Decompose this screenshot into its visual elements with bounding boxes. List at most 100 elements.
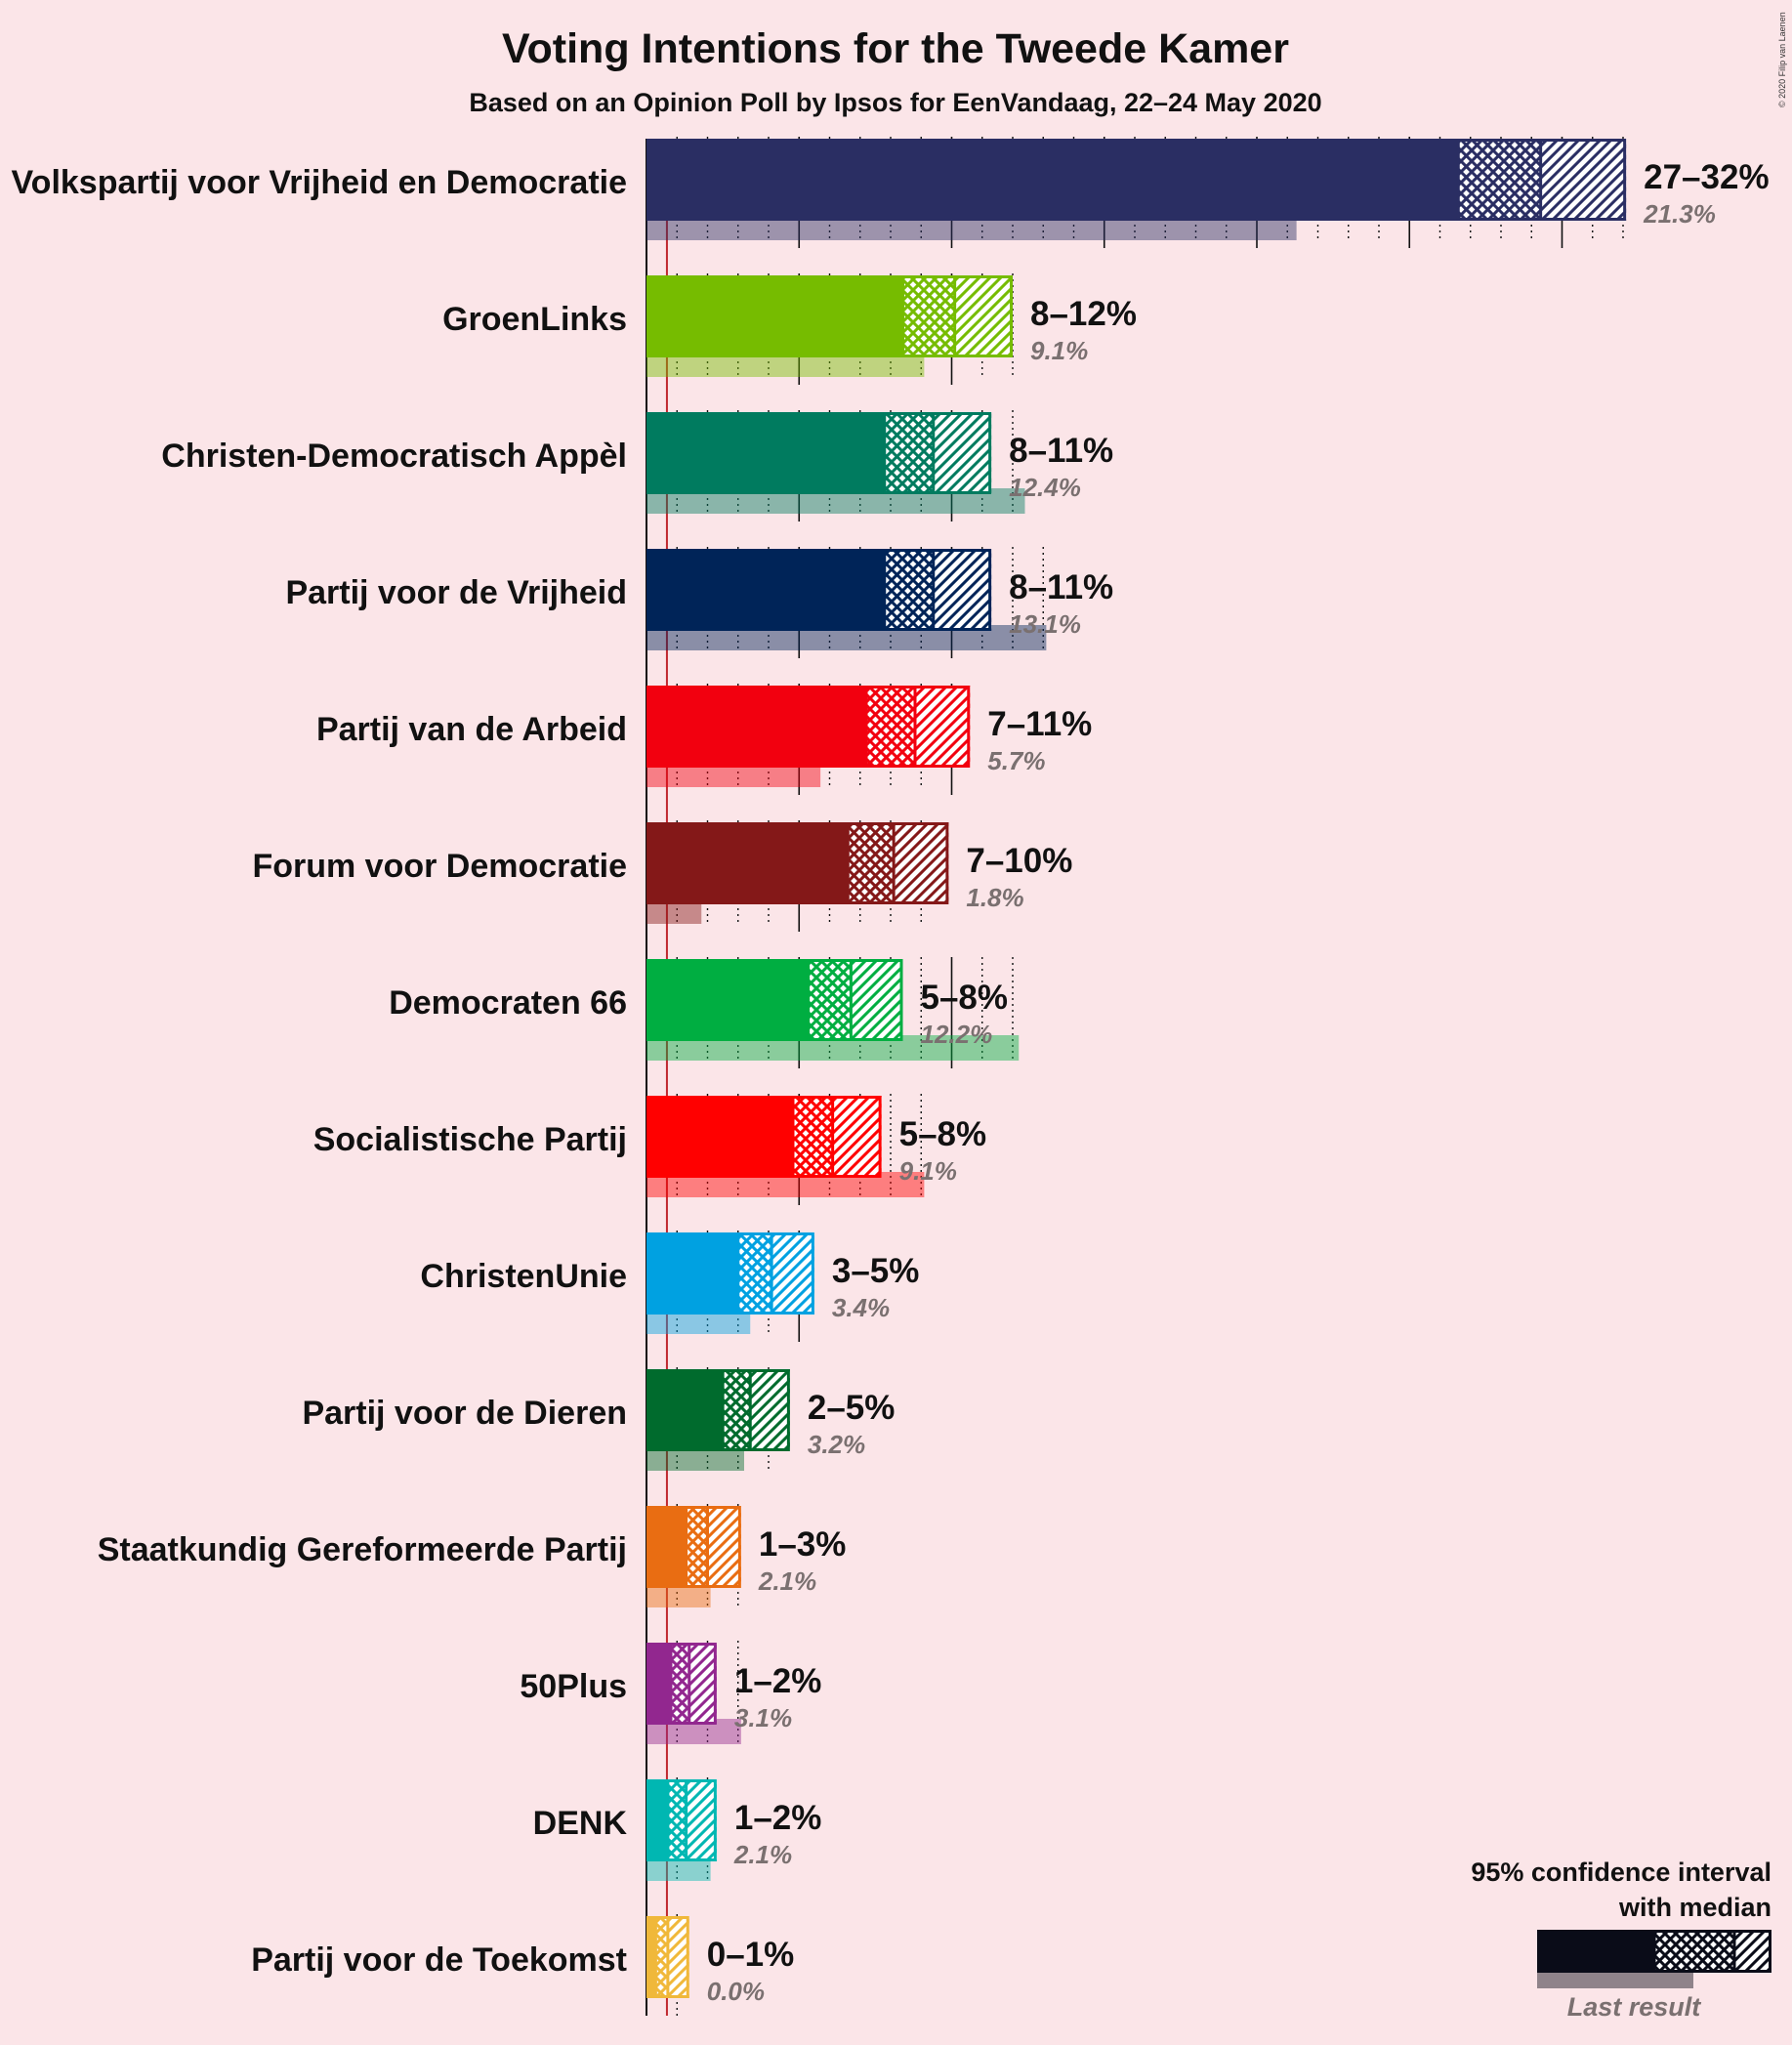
ci-range-label: 27–32%: [1644, 158, 1769, 196]
party-name: Partij voor de Toekomst: [251, 1941, 627, 1979]
last-result-label: 2.1%: [758, 1566, 816, 1596]
party-row: Partij van de Arbeid 7–11% 5.7%: [316, 686, 1092, 787]
party-name: DENK: [533, 1805, 628, 1842]
party-row: Socialistische Partij 5–8%9.1%: [313, 1096, 986, 1197]
party-name: Partij voor de Vrijheid: [285, 574, 627, 611]
ci-solid-bar: [646, 959, 809, 1041]
ci-range-label: 1–2%: [734, 1799, 822, 1837]
ci-outline: [846, 822, 949, 904]
ci-upper-hatch: [954, 275, 1013, 357]
party-name: 50Plus: [520, 1668, 627, 1705]
legend-median-label: with median: [1618, 1893, 1771, 1922]
ci-range-label: 8–11%: [1009, 432, 1113, 470]
ci-lower-hatch: [667, 1779, 687, 1861]
ci-solid-bar: [646, 139, 1459, 221]
last-result-label: 12.4%: [1009, 473, 1081, 502]
party-name: Democraten 66: [389, 984, 627, 1022]
party-row: 50Plus 1–2% 3.1%: [520, 1643, 821, 1744]
last-result-label: 3.4%: [832, 1293, 890, 1322]
chart-subtitle: Based on an Opinion Poll by Ipsos for Ee…: [469, 88, 1321, 117]
ci-range-label: 5–8%: [921, 979, 1009, 1017]
ci-outline: [653, 1916, 689, 1998]
ci-range-label: 1–3%: [759, 1525, 847, 1564]
last-result-label: 0.0%: [707, 1977, 765, 2006]
legend-last-result-label: Last result: [1567, 1992, 1702, 2022]
ci-upper-hatch: [933, 412, 992, 494]
ci-solid-bar: [646, 822, 849, 904]
party-row: Staatkundig Gereformeerde Partij 1–3%2.1%: [98, 1506, 847, 1607]
ci-range-label: 8–11%: [1009, 568, 1113, 606]
legend-upper-hatch: [1734, 1930, 1771, 1973]
party-name: Christen-Democratisch Appèl: [161, 438, 627, 475]
last-result-label: 5.7%: [987, 746, 1045, 775]
ci-solid-bar: [646, 412, 885, 494]
ci-lower-hatch: [884, 412, 934, 494]
ci-lower-hatch: [723, 1369, 751, 1451]
ci-outline: [901, 275, 1013, 357]
party-row: GroenLinks 8–12% 9.1%: [442, 275, 1137, 377]
ci-solid-bar: [646, 1779, 668, 1861]
ci-upper-hatch: [832, 1096, 882, 1178]
party-rows: Volkspartij voor Vrijheid en Democratie 2…: [12, 139, 1770, 2006]
ci-solid-bar: [646, 549, 885, 631]
ci-solid-bar: [646, 686, 866, 768]
party-name: Forum voor Democratie: [252, 848, 627, 885]
ci-outline: [791, 1096, 882, 1178]
last-result-label: 2.1%: [733, 1840, 792, 1869]
ci-range-label: 3–5%: [832, 1252, 920, 1290]
ci-lower-hatch: [1458, 139, 1541, 221]
ci-lower-hatch: [793, 1096, 833, 1178]
ci-outline: [883, 549, 992, 631]
ci-lower-hatch: [902, 275, 955, 357]
ci-lower-hatch: [866, 686, 915, 768]
ci-solid-bar: [646, 1643, 671, 1725]
party-row: Partij voor de Vrijheid 8–11%13.1%: [285, 549, 1113, 650]
legend-ci-label: 95% confidence interval: [1471, 1857, 1771, 1887]
party-row: Christen-Democratisch Appèl 8–11% 12.4%: [161, 412, 1113, 514]
ci-upper-hatch: [707, 1506, 741, 1588]
party-name: Socialistische Partij: [313, 1121, 627, 1158]
party-row: Forum voor Democratie 7–10% 1.8%: [252, 822, 1072, 924]
last-result-label: 12.2%: [921, 1020, 993, 1049]
last-result-label: 9.1%: [899, 1156, 957, 1186]
ci-lower-hatch: [884, 549, 934, 631]
ci-upper-hatch: [933, 549, 992, 631]
ci-outline: [807, 959, 903, 1041]
ci-range-label: 0–1%: [707, 1936, 795, 1974]
last-result-label: 21.3%: [1643, 199, 1716, 229]
party-name: Volkspartij voor Vrijheid en Democratie: [12, 164, 627, 201]
legend-lower-hatch: [1654, 1930, 1734, 1973]
party-row: Partij voor de Dieren 2–5% 3.2%: [302, 1369, 895, 1471]
ci-outline: [721, 1369, 790, 1451]
chart-title: Voting Intentions for the Tweede Kamer: [502, 25, 1289, 72]
party-row: ChristenUnie 3–5% 3.4%: [420, 1232, 919, 1334]
ci-range-label: 7–11%: [987, 705, 1092, 743]
party-row: Democraten 66 5–8% 12.2%: [389, 959, 1020, 1061]
legend: 95% confidence interval with median Last…: [1471, 1857, 1771, 2022]
ci-outline: [666, 1779, 717, 1861]
legend-solid-bar: [1537, 1930, 1654, 1973]
party-row: Partij voor de Toekomst 0–1% 0.0%: [251, 1916, 794, 2006]
legend-outline: [1652, 1930, 1771, 1973]
ci-lower-hatch: [655, 1916, 668, 1998]
copyright-note: © 2020 Filip van Laenen: [1777, 12, 1787, 107]
ci-solid-bar: [646, 1506, 687, 1588]
party-name: Staatkundig Gereformeerde Partij: [98, 1531, 627, 1568]
ci-outline: [883, 412, 992, 494]
ci-outline: [736, 1232, 814, 1315]
last-result-label: 13.1%: [1009, 609, 1081, 639]
last-result-label: 1.8%: [966, 883, 1023, 912]
ci-upper-hatch: [851, 959, 903, 1041]
ci-range-label: 2–5%: [808, 1389, 896, 1427]
last-result-label: 3.2%: [808, 1430, 865, 1459]
ci-upper-hatch: [750, 1369, 790, 1451]
ci-lower-hatch: [808, 959, 852, 1041]
ci-solid-bar: [646, 1232, 738, 1315]
ci-range-label: 8–12%: [1030, 295, 1137, 333]
ci-upper-hatch: [1540, 139, 1627, 221]
party-name: Partij van de Arbeid: [316, 711, 627, 748]
ci-solid-bar: [646, 1369, 724, 1451]
ci-lower-hatch: [671, 1643, 689, 1725]
